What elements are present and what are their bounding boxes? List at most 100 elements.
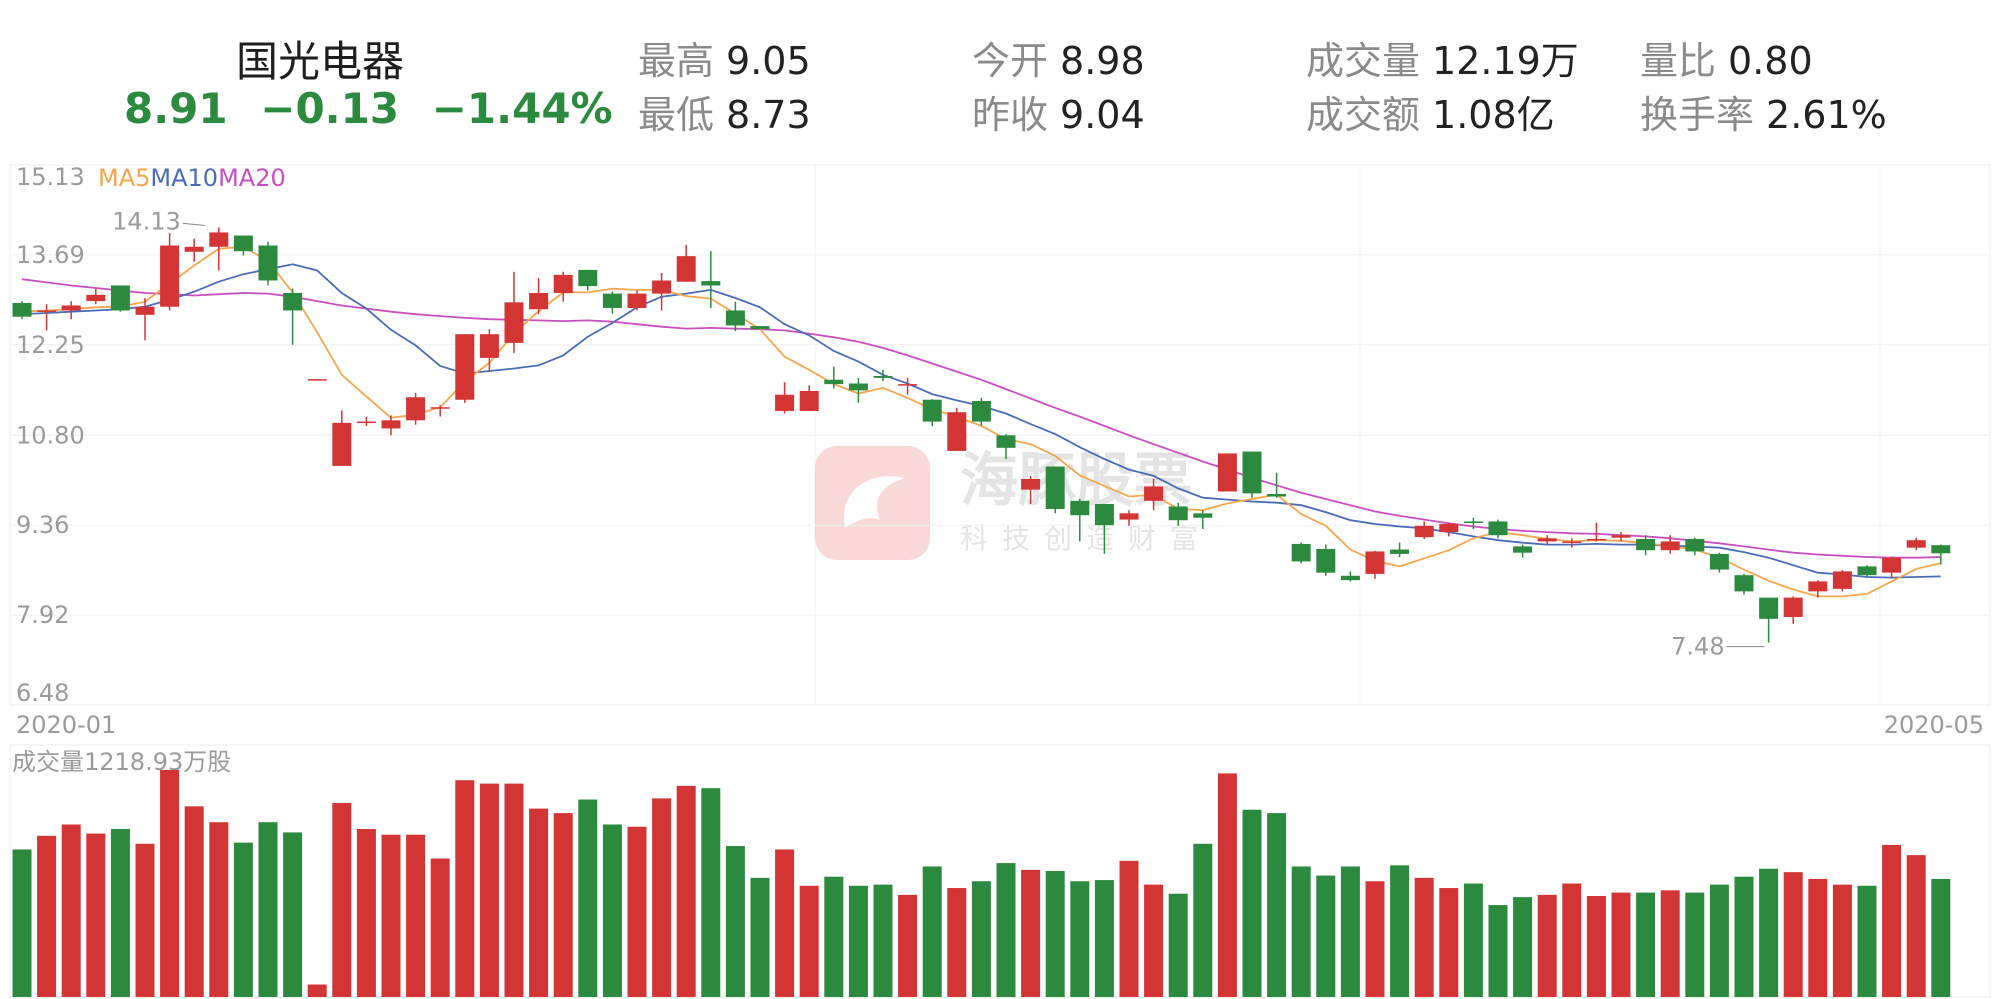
volume-bar bbox=[1340, 866, 1360, 997]
stock-name: 国光电器 bbox=[236, 37, 405, 86]
candle-body bbox=[1414, 525, 1434, 538]
candle-body bbox=[1586, 538, 1606, 541]
candle bbox=[971, 397, 991, 426]
candle-body bbox=[996, 435, 1016, 448]
candle-body bbox=[1906, 540, 1926, 548]
candle bbox=[1144, 479, 1164, 511]
candle-body bbox=[1390, 549, 1410, 554]
candle-body bbox=[1832, 571, 1852, 589]
candle-body bbox=[602, 293, 622, 308]
quote-volume-ratio: 量比 0.80 bbox=[1640, 30, 1813, 85]
volume-bar bbox=[627, 826, 647, 997]
quote-open-value: 8.98 bbox=[1060, 39, 1145, 83]
candle bbox=[1463, 517, 1483, 529]
candle-body bbox=[1291, 543, 1311, 562]
candles bbox=[12, 227, 1951, 643]
candle-body bbox=[1562, 541, 1582, 543]
candle-body bbox=[1144, 486, 1164, 501]
volume-bar bbox=[1119, 860, 1139, 997]
volume-bar bbox=[971, 881, 991, 997]
candle-body bbox=[750, 326, 770, 330]
candle bbox=[1709, 552, 1729, 573]
volume-bar bbox=[725, 846, 745, 997]
candle bbox=[1759, 597, 1779, 643]
candle-body bbox=[1217, 453, 1237, 492]
candle-body bbox=[1463, 521, 1483, 523]
volume-bar bbox=[455, 780, 475, 997]
candle bbox=[455, 334, 475, 403]
candle-body bbox=[1242, 451, 1262, 494]
candle bbox=[1906, 537, 1926, 551]
ma-legend-item: MA5 bbox=[98, 164, 150, 192]
volume-bar bbox=[898, 894, 918, 997]
volume-bar bbox=[1513, 897, 1533, 997]
candle bbox=[602, 291, 622, 314]
quote-amount: 成交额 1.08亿 bbox=[1306, 84, 1555, 139]
volume-bar bbox=[1291, 866, 1311, 997]
candle-body bbox=[1439, 523, 1459, 533]
candle-body bbox=[1094, 503, 1114, 526]
volume-bar bbox=[209, 822, 229, 997]
candle bbox=[1882, 556, 1902, 578]
volume-bar bbox=[86, 833, 106, 997]
volume-bar bbox=[873, 884, 893, 997]
candle bbox=[1217, 453, 1237, 492]
candle bbox=[1832, 570, 1852, 592]
volume-bar bbox=[1414, 877, 1434, 997]
volume-bar bbox=[1685, 892, 1705, 997]
volume-bar bbox=[1857, 885, 1877, 997]
volume-bar bbox=[479, 783, 499, 997]
volume-bar bbox=[1783, 872, 1803, 997]
volume-bar bbox=[332, 802, 352, 997]
candle bbox=[356, 416, 376, 426]
volume-bar bbox=[996, 863, 1016, 997]
candle bbox=[1513, 544, 1533, 558]
dolphin-icon bbox=[844, 476, 905, 528]
candle bbox=[775, 382, 795, 414]
candle bbox=[1291, 542, 1311, 564]
volume-bar bbox=[775, 849, 795, 997]
candle bbox=[947, 407, 967, 451]
volume-bar bbox=[1759, 868, 1779, 997]
candle-body bbox=[86, 294, 106, 302]
candle bbox=[1857, 565, 1877, 577]
candle bbox=[12, 301, 32, 320]
ma-legend-item: MA10 bbox=[150, 164, 218, 192]
candle-body bbox=[1537, 538, 1557, 542]
volume-bar bbox=[1168, 893, 1188, 997]
candle bbox=[37, 304, 57, 331]
quote-open: 今开 8.98 bbox=[972, 30, 1145, 85]
y-tick-label: 10.80 bbox=[16, 421, 85, 449]
volume-bar bbox=[947, 888, 967, 997]
candle bbox=[1562, 538, 1582, 548]
candle-body bbox=[283, 292, 303, 311]
quote-ratio-label: 量比 bbox=[1640, 39, 1717, 83]
candle bbox=[1070, 498, 1090, 542]
candle-body bbox=[848, 383, 868, 391]
volume-bar bbox=[750, 877, 770, 997]
candle-body bbox=[1882, 557, 1902, 573]
volume-bar bbox=[160, 770, 180, 997]
candle bbox=[898, 377, 918, 395]
candle bbox=[135, 297, 155, 341]
candle-body bbox=[1660, 541, 1680, 551]
candle-body bbox=[701, 281, 721, 286]
candle-body bbox=[455, 334, 475, 400]
volume-bar bbox=[356, 829, 376, 997]
candle-body bbox=[1168, 506, 1188, 521]
volume-bar bbox=[1660, 890, 1680, 997]
quote-high-label: 最高 bbox=[638, 39, 715, 83]
volume-bar bbox=[1537, 894, 1557, 997]
candle-body bbox=[135, 306, 155, 315]
quote-volume-value: 12.19万 bbox=[1432, 39, 1579, 83]
quote-open-label: 今开 bbox=[972, 39, 1049, 83]
candle bbox=[1439, 522, 1459, 537]
candle bbox=[110, 285, 130, 312]
volume-bar bbox=[1906, 855, 1926, 997]
candle-body bbox=[1488, 521, 1508, 536]
max-price-label: 14.13 bbox=[112, 207, 181, 235]
candle-body bbox=[1783, 597, 1803, 617]
candle bbox=[1193, 510, 1213, 529]
volume-bar bbox=[1070, 881, 1090, 997]
candle bbox=[479, 329, 499, 372]
